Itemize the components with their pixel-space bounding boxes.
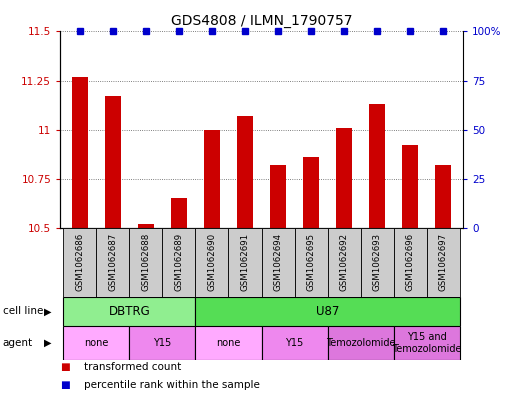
Text: Y15: Y15 — [153, 338, 172, 348]
Text: ▶: ▶ — [44, 307, 52, 316]
Text: Temozolomide: Temozolomide — [326, 338, 395, 348]
Text: GSM1062686: GSM1062686 — [75, 233, 84, 291]
Bar — [63, 228, 96, 297]
Text: DBTRG: DBTRG — [109, 305, 150, 318]
Bar — [402, 145, 418, 228]
Text: U87: U87 — [316, 305, 339, 318]
Bar — [327, 228, 360, 297]
Bar — [196, 326, 262, 360]
Text: GSM1062694: GSM1062694 — [274, 233, 282, 291]
Bar — [72, 77, 88, 228]
Bar — [427, 228, 460, 297]
Bar — [196, 297, 460, 326]
Text: ■: ■ — [60, 362, 70, 372]
Text: percentile rank within the sample: percentile rank within the sample — [84, 380, 259, 389]
Bar — [303, 157, 319, 228]
Bar — [435, 165, 451, 228]
Text: ▶: ▶ — [44, 338, 52, 348]
Text: none: none — [84, 338, 109, 348]
Bar — [96, 228, 130, 297]
Text: GSM1062696: GSM1062696 — [405, 233, 415, 291]
Text: Y15 and
Temozolomide: Y15 and Temozolomide — [392, 332, 461, 354]
Bar — [196, 228, 229, 297]
Bar — [393, 326, 460, 360]
Bar — [63, 326, 130, 360]
Text: GSM1062693: GSM1062693 — [372, 233, 382, 291]
Bar — [360, 228, 393, 297]
Text: ■: ■ — [60, 380, 70, 389]
Text: GSM1062697: GSM1062697 — [439, 233, 448, 291]
Bar — [229, 228, 262, 297]
Text: none: none — [217, 338, 241, 348]
Bar — [63, 297, 196, 326]
Bar — [105, 96, 121, 228]
Text: GSM1062695: GSM1062695 — [306, 233, 315, 291]
Text: agent: agent — [3, 338, 33, 348]
Bar — [262, 326, 327, 360]
Bar — [294, 228, 327, 297]
Bar — [336, 128, 353, 228]
Bar — [170, 198, 187, 228]
Text: Y15: Y15 — [286, 338, 304, 348]
Bar — [130, 228, 163, 297]
Bar — [327, 326, 393, 360]
Text: GSM1062691: GSM1062691 — [241, 233, 249, 291]
Bar — [262, 228, 294, 297]
Bar — [369, 104, 385, 228]
Bar — [393, 228, 427, 297]
Title: GDS4808 / ILMN_1790757: GDS4808 / ILMN_1790757 — [170, 14, 353, 28]
Text: GSM1062692: GSM1062692 — [339, 233, 348, 291]
Bar — [130, 326, 196, 360]
Text: GSM1062688: GSM1062688 — [141, 233, 151, 291]
Text: cell line: cell line — [3, 307, 43, 316]
Bar — [237, 116, 253, 228]
Text: GSM1062690: GSM1062690 — [208, 233, 217, 291]
Text: GSM1062689: GSM1062689 — [175, 233, 184, 291]
Bar — [138, 224, 154, 228]
Bar — [204, 130, 220, 228]
Bar — [270, 165, 286, 228]
Bar — [163, 228, 196, 297]
Text: transformed count: transformed count — [84, 362, 181, 372]
Text: GSM1062687: GSM1062687 — [108, 233, 118, 291]
